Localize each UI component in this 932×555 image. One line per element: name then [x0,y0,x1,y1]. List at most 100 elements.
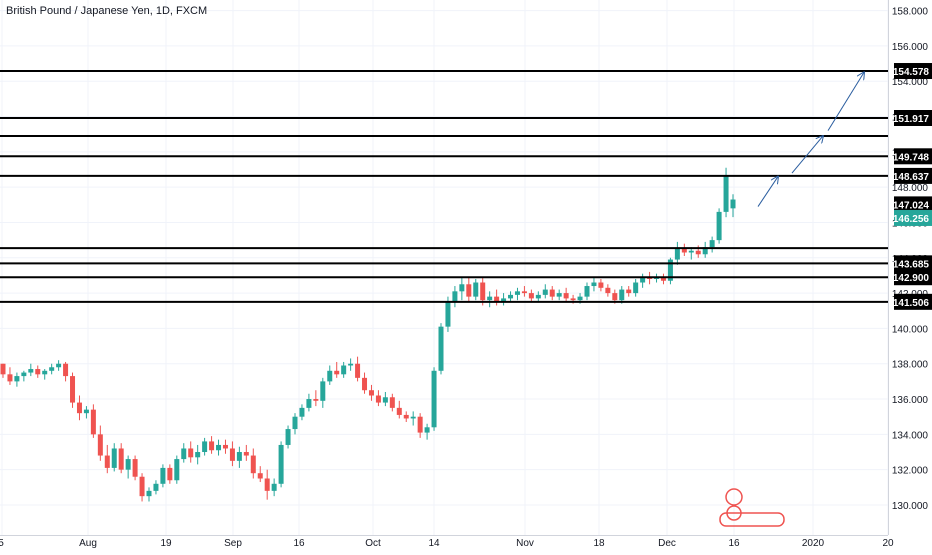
y-tick-label: 158.000 [892,7,929,18]
candle-body [445,301,451,327]
level-price-label: 154.578 [893,67,930,78]
chart-title: British Pound / Japanese Yen, 1D, FXCM [6,5,208,17]
x-tick-label: Aug [79,538,97,549]
x-tick-label: 14 [428,538,440,549]
candle-body [70,376,76,403]
candle-body [396,407,402,415]
candle-body [236,452,242,461]
candle-body [633,282,639,294]
candle-body [466,284,472,297]
candle-body [243,452,249,456]
candle-body [480,282,486,301]
candle-body [660,277,666,281]
candle-body [730,199,736,209]
candle-body [139,476,145,497]
candle-body [494,296,500,302]
y-tick-label: 134.000 [892,430,929,441]
x-tick-label: Sep [224,538,242,549]
projection-arrow [791,136,823,174]
x-tick-label: 2020 [802,538,825,549]
y-tick-label: 154.000 [892,77,929,88]
current-price-label: 147.024 [893,200,930,211]
current-price-tag [894,196,932,213]
level-price-tag [894,63,932,80]
candle-body [153,483,159,491]
y-tick-label: 138.000 [892,360,929,371]
candle-body [521,291,527,294]
candle-body [306,399,312,408]
candle-body [285,429,291,445]
candle-body [688,250,694,253]
y-tick-label: 132.000 [892,466,929,477]
candle-body [375,395,381,403]
candle-body [501,298,507,302]
candle-body [320,381,326,401]
y-tick-label: 156.000 [892,42,929,53]
candle-body [21,372,27,377]
candle-body [14,376,20,382]
candle-body [605,287,611,294]
candle-body [403,414,409,419]
last-price-label: 146.256 [893,214,930,225]
candle-body [598,282,604,288]
candle-body [132,459,138,477]
x-tick-label: 5 [0,538,4,549]
candle-body [97,434,103,456]
candle-body [681,248,687,253]
candle-body [49,367,55,371]
y-tick-label: 130.000 [892,501,929,512]
candle-body [723,176,729,212]
candle-body [591,282,597,287]
candle-body [327,370,333,382]
last-price-tag [894,209,932,226]
candle-body [341,365,347,375]
events-badge [719,512,785,527]
candle-body [640,277,646,283]
candle-body [348,363,354,366]
candle-body [292,416,298,430]
level-price-tag [894,167,932,184]
level-price-label: 151.917 [893,114,930,125]
candle-body [619,289,625,301]
candle-body [410,416,416,419]
y-tick-label: 140.000 [892,324,929,335]
candle-body [202,441,208,453]
candle-body [528,293,534,299]
candle-body [216,444,222,451]
candle-body [542,289,548,295]
x-tick-label: 16 [293,538,305,549]
candle-body [160,467,166,484]
candle-body [514,291,520,295]
level-price-label: 143.685 [893,259,930,270]
candle-body [626,289,632,294]
candle-body [695,250,701,255]
candle-body [452,291,458,302]
candle-body [431,370,437,428]
candle-body [181,448,187,460]
events-icon [725,488,743,506]
candle-body [167,467,173,481]
candle-body [90,409,96,435]
candle-body [188,448,194,458]
candle-body [7,374,13,382]
candle-body [355,363,361,378]
candle-body [535,294,541,299]
projection-arrow [827,72,864,131]
candle-body [195,452,201,458]
candle-body [709,240,715,248]
candle-body [222,444,228,449]
candle-body [299,407,305,417]
candle-body [257,473,263,479]
candle-body [174,459,180,481]
candle-body [417,416,423,433]
candle-body [278,444,284,484]
candle-body [487,296,493,301]
candle-body [389,397,395,408]
candle-body [42,370,48,375]
candle-body [264,478,270,491]
candle-body [83,409,89,414]
candle-body [111,448,117,468]
x-tick-label: 16 [728,538,740,549]
